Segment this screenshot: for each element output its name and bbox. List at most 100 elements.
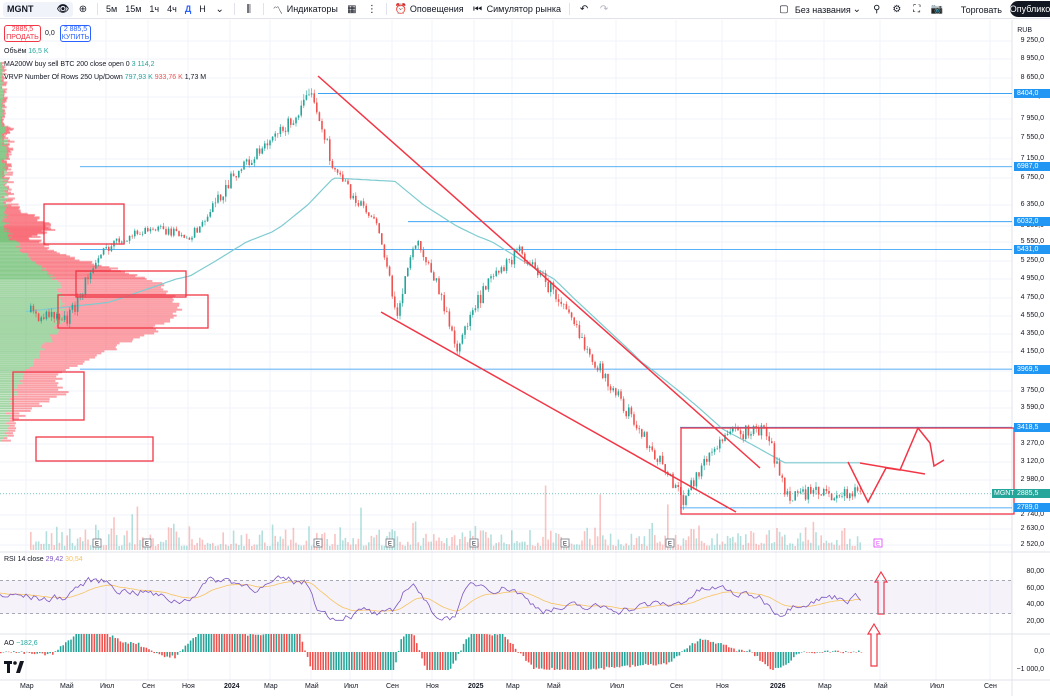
- vp-up-row: [0, 405, 14, 408]
- more-button[interactable]: ⋮: [362, 0, 382, 19]
- candle-body: [739, 430, 742, 435]
- buy-button[interactable]: 2 885,5 КУПИТЬ: [60, 25, 91, 42]
- ao-bar: [28, 652, 31, 653]
- undo-button[interactable]: ↶: [574, 0, 594, 19]
- volume-bar: [854, 545, 856, 550]
- vp-down-row: [3, 100, 7, 103]
- timeframe-day[interactable]: Д: [184, 4, 192, 14]
- volume-legend[interactable]: Объём 16,5 K: [4, 48, 49, 55]
- layout-button[interactable]: ▢ Без названия ⌄: [774, 0, 867, 19]
- ao-bar: [551, 652, 553, 668]
- rsi-legend[interactable]: RSI 14 close 29,42 30,54: [4, 556, 83, 563]
- candle-body: [139, 234, 141, 235]
- ma-legend[interactable]: MA200W buy sell BTC 200 close open 0 3 1…: [4, 61, 154, 68]
- drawings[interactable]: [12, 75, 1015, 667]
- timeframe-1h[interactable]: 1ч: [149, 4, 160, 14]
- vp-down-row: [2, 201, 6, 204]
- vp-up-row: [0, 320, 63, 323]
- vp-up-row: [0, 92, 4, 95]
- volume-bar: [789, 543, 791, 550]
- ao-bar: [832, 651, 834, 652]
- price-tick: 4 550,0: [1020, 312, 1044, 319]
- candle-body: [534, 262, 536, 268]
- tradingview-logo[interactable]: [4, 660, 24, 676]
- vp-down-row: [7, 178, 10, 181]
- volume-bar: [529, 530, 531, 550]
- vp-up-row: [0, 144, 2, 147]
- indicators-button[interactable]: 〽 Индикаторы: [268, 0, 342, 19]
- vp-up-row: [0, 209, 5, 212]
- vp-down-row: [2, 196, 5, 199]
- vp-up-row: [0, 146, 7, 149]
- trade-button[interactable]: Торговать: [960, 4, 1002, 15]
- candle-body: [269, 140, 271, 146]
- ao-bar: [371, 652, 374, 670]
- volume-bar: [407, 541, 409, 550]
- volume-bar: [719, 544, 721, 550]
- replay-button[interactable]: ⏮ Симулятор рынка: [468, 0, 565, 19]
- templates-button[interactable]: ▦: [342, 0, 362, 19]
- candle-body: [745, 425, 747, 439]
- candle-body: [742, 434, 744, 439]
- candle-body: [448, 311, 451, 327]
- candle-body: [849, 493, 851, 499]
- earnings-marker-label: E: [316, 542, 320, 548]
- vp-down-row: [5, 185, 10, 188]
- volume-bar: [240, 535, 243, 550]
- earnings-marker: [665, 538, 675, 548]
- publish-button[interactable]: Опублико: [1010, 1, 1050, 17]
- currency-label[interactable]: RUB: [1017, 27, 1032, 34]
- candle-body: [43, 317, 45, 319]
- vp-down-row: [3, 88, 8, 91]
- timeframe-15m[interactable]: 15м: [125, 4, 142, 14]
- ao-bar: [670, 652, 673, 662]
- vp-down-row: [6, 216, 40, 219]
- snapshot-button[interactable]: 📷: [927, 0, 947, 19]
- sell-button[interactable]: 2885,5 ПРОДАТЬ: [4, 25, 41, 42]
- ao-bar: [530, 652, 532, 665]
- vp-down-row: [32, 259, 80, 262]
- vp-up-row: [0, 276, 56, 279]
- alerts-button[interactable]: ⏰ Оповещения: [391, 0, 468, 19]
- symbol-search[interactable]: MGNT 👁: [3, 1, 73, 17]
- level-label: 8404,0: [1014, 89, 1050, 98]
- ao-bar: [348, 652, 350, 670]
- candle-body: [620, 391, 622, 399]
- ao-bar: [122, 642, 124, 652]
- ao-bar: [514, 648, 517, 652]
- ao-bar: [478, 634, 480, 652]
- vp-down-row: [12, 409, 31, 412]
- ao-bar: [384, 652, 387, 670]
- ao-bar: [182, 649, 184, 652]
- quick-search-button[interactable]: ⚲: [867, 0, 887, 19]
- candle-body: [147, 228, 149, 232]
- timeframe-5m[interactable]: 5м: [106, 4, 118, 14]
- timeframe-dropdown[interactable]: ⌄: [210, 0, 230, 19]
- compare-button[interactable]: ⊕: [73, 0, 93, 19]
- vp-down-row: [34, 362, 83, 365]
- fullscreen-button[interactable]: ⛶: [907, 0, 927, 19]
- chart-type-button[interactable]: ⫼: [239, 0, 259, 19]
- timeframe-week[interactable]: Н: [199, 4, 206, 14]
- candle-body: [303, 99, 305, 106]
- add-symbol-icon: ⊕: [78, 3, 88, 15]
- vp-up-row: [0, 398, 10, 401]
- vp-up-row: [0, 434, 8, 437]
- redo-button[interactable]: ↷: [594, 0, 614, 19]
- volume-bar: [685, 540, 687, 550]
- vrvp-legend[interactable]: VRVP Number Of Rows 250 Up/Down 797,93 K…: [4, 74, 206, 81]
- candle-body: [726, 433, 729, 435]
- vp-up-row: [0, 63, 1, 66]
- vp-up-row: [0, 272, 47, 275]
- volume-bar: [409, 544, 412, 550]
- settings-button[interactable]: ⚙: [887, 0, 907, 19]
- vp-down-row: [3, 184, 6, 187]
- vp-up-row: [0, 145, 6, 148]
- volume-bar: [542, 536, 544, 550]
- ao-legend[interactable]: AO −182,6: [4, 640, 38, 647]
- candle-body: [492, 276, 495, 277]
- timeframe-4h[interactable]: 4ч: [167, 4, 177, 14]
- vp-up-row: [0, 130, 6, 133]
- vrvp-label: VRVP Number Of Rows 250 Up/Down: [4, 74, 123, 81]
